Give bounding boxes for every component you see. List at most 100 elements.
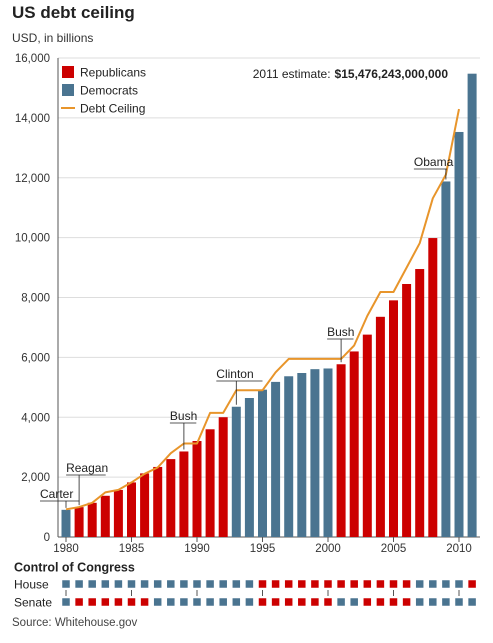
estimate-value: $15,476,243,000,000	[335, 67, 449, 81]
debt-bar	[323, 368, 333, 537]
house-control-cell	[245, 580, 254, 588]
estimate-label: 2011 estimate:	[253, 67, 331, 81]
senate-control-cell	[363, 598, 372, 606]
debt-bar	[140, 473, 150, 537]
house-control-cell	[363, 580, 372, 588]
president-label: Bush	[170, 409, 197, 423]
house-control-cell	[350, 580, 358, 588]
house-control-cell	[193, 580, 201, 588]
debt-bar	[153, 466, 163, 537]
debt-bar	[362, 334, 372, 537]
annotations: Carter Reagan Bush Clinton Bush Obama	[40, 155, 454, 508]
y-tick-label: 0	[44, 532, 50, 544]
senate-control-cell	[193, 598, 201, 606]
senate-control-cell	[415, 598, 424, 606]
debt-bar	[336, 364, 346, 537]
house-control-cell	[298, 580, 306, 588]
senate-control-cell	[311, 598, 319, 606]
debt-bar	[349, 351, 359, 537]
house-control-cell	[429, 580, 437, 588]
senate-control-cell	[232, 598, 241, 606]
debt-bar	[113, 489, 123, 537]
senate-control-cell	[62, 598, 70, 606]
x-tick-label: 2005	[381, 543, 407, 555]
senate-control-cell	[389, 598, 398, 606]
senate-control-cell	[88, 598, 96, 606]
senate-control-cell	[180, 598, 188, 606]
debt-bar	[375, 316, 385, 537]
senate-control-cell	[337, 598, 345, 606]
house-control-cell	[442, 580, 450, 588]
house-control-cell	[271, 580, 280, 588]
president-label: Bush	[327, 325, 354, 339]
senate-control-cell	[101, 598, 110, 606]
senate-control-cell	[127, 598, 136, 606]
house-control-cell	[337, 580, 345, 588]
debt-bar	[231, 406, 241, 537]
house-control-cell	[232, 580, 241, 588]
debt-bar	[441, 181, 451, 537]
house-control-cell	[324, 580, 332, 588]
senate-control-cell	[219, 598, 227, 606]
senate-control-cell	[442, 598, 450, 606]
debt-bar	[205, 429, 215, 537]
y-tick-label: 12,000	[15, 173, 50, 185]
house-control-cell	[415, 580, 424, 588]
senate-control-cell	[429, 598, 437, 606]
legend-label-ceiling: Debt Ceiling	[80, 102, 145, 116]
x-tick-label: 1985	[119, 543, 145, 555]
president-label: Obama	[414, 155, 454, 169]
senate-label: Senate	[14, 596, 52, 610]
debt-bar	[87, 502, 97, 537]
debt-bar	[244, 398, 254, 537]
senate-control-cell	[402, 598, 411, 606]
senate-control-cell	[258, 598, 267, 606]
debt-bar	[389, 300, 398, 537]
senate-control-cell	[298, 598, 306, 606]
senate-control-cell	[245, 598, 254, 606]
debt-bar	[179, 451, 189, 537]
house-control-cell	[206, 580, 214, 588]
debt-bar	[61, 509, 71, 537]
senate-control-cell	[114, 598, 123, 606]
house-control-cell	[167, 580, 175, 588]
legend-swatch-democrats	[62, 84, 74, 96]
house-control-cell	[311, 580, 319, 588]
house-control-cell	[468, 580, 476, 588]
president-label: Clinton	[216, 367, 253, 381]
estimate-text: 2011 estimate: $15,476,243,000,000	[253, 67, 449, 81]
debt-bar	[402, 283, 412, 537]
president-label: Carter	[40, 487, 73, 501]
senate-control-cell	[271, 598, 280, 606]
debt-bar	[297, 373, 307, 537]
ceiling-line-group	[65, 108, 460, 511]
senate-control-cell	[75, 598, 83, 606]
senate-control-cell	[455, 598, 463, 606]
x-tick-label: 1980	[53, 543, 79, 555]
house-control-cell	[75, 580, 83, 588]
debt-bar	[74, 507, 84, 537]
x-tick-label: 1995	[250, 543, 276, 555]
house-control-cell	[88, 580, 96, 588]
house-control-cell	[140, 580, 149, 588]
x-tick-label: 1990	[184, 543, 210, 555]
debt-bar	[166, 459, 176, 537]
house-control-cell	[62, 580, 70, 588]
senate-control-cell	[140, 598, 149, 606]
debt-bar	[271, 381, 281, 537]
senate-control-cell	[376, 598, 385, 606]
y-tick-label: 10,000	[15, 233, 50, 245]
debt-bar	[192, 441, 202, 537]
bars	[61, 73, 477, 537]
house-control-cell	[402, 580, 411, 588]
house-control-cell	[180, 580, 188, 588]
units-label: USD, in billions	[12, 31, 94, 45]
debt-bar	[454, 131, 464, 537]
senate-control-cell	[324, 598, 332, 606]
house-label: House	[14, 578, 49, 592]
house-control-cell	[101, 580, 110, 588]
source-note: Source: Whitehouse.gov	[12, 617, 138, 629]
y-tick-label: 6,000	[21, 352, 50, 364]
legend-label-republicans: Republicans	[80, 66, 146, 80]
